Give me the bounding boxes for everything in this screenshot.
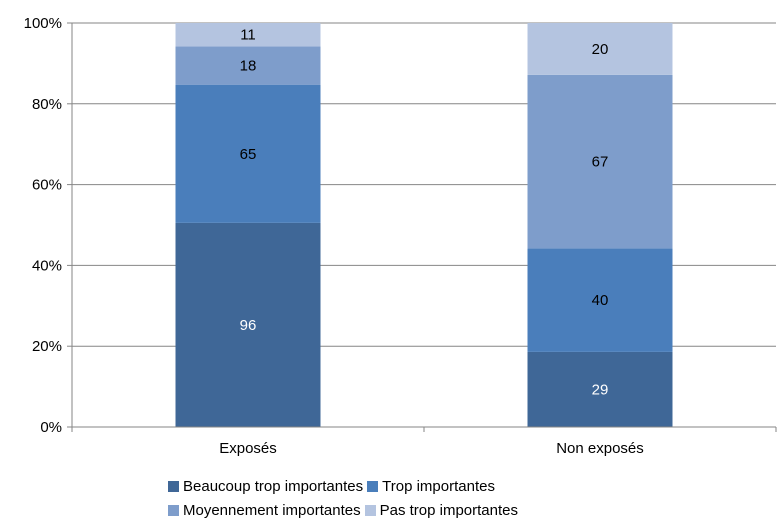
bar-segment	[175, 84, 321, 223]
legend-label: Trop importantes	[382, 477, 495, 495]
x-tick-label: Non exposés	[556, 440, 644, 457]
legend-label: Beaucoup trop importantes	[183, 477, 364, 495]
data-label: 29	[592, 381, 609, 398]
legend-swatch	[367, 480, 379, 492]
data-label: 96	[240, 317, 257, 334]
legend-row-1: Beaucoup trop importantes Trop important…	[168, 474, 608, 498]
y-tick-label: 60%	[32, 177, 62, 194]
bar-segment	[175, 222, 321, 427]
axes: 0% 20% 40% 60% 80% 100% Exposés Non exposés	[24, 15, 777, 457]
data-label: 18	[240, 58, 257, 75]
bar-segment	[527, 23, 673, 75]
data-label: 40	[592, 292, 609, 309]
legend-row-2: Moyennement importantes Pas trop importa…	[168, 498, 608, 522]
legend-swatch	[364, 504, 376, 516]
legend-label: Pas trop importantes	[379, 501, 518, 519]
legend: Beaucoup trop importantes Trop important…	[168, 474, 608, 522]
data-label: 20	[592, 41, 609, 58]
bar-segment	[527, 74, 673, 249]
legend-swatch	[168, 504, 179, 516]
bar-segment	[527, 351, 673, 427]
legend-item: Trop importantes	[367, 478, 495, 495]
stacked-bar-chart: 0% 20% 40% 60% 80% 100% Exposés Non exposés 96 6…	[24, 15, 777, 457]
legend-item: Pas trop importantes	[364, 501, 518, 519]
bar-segment	[175, 46, 321, 85]
legend-swatch	[168, 480, 179, 492]
y-tick-label: 100%	[24, 15, 62, 32]
legend-item: Moyennement importantes	[168, 502, 361, 519]
y-tick-label: 20%	[32, 338, 62, 355]
legend-label: Moyennement importantes	[183, 501, 361, 519]
data-label: 11	[240, 27, 256, 44]
y-tick-label: 40%	[32, 257, 62, 274]
y-tick-label: 80%	[32, 96, 62, 113]
bar-segment	[175, 23, 321, 47]
x-tick-label: Exposés	[219, 440, 277, 457]
data-labels: 96 65 18 11 29 40 67 20	[240, 27, 609, 399]
data-label: 67	[592, 154, 609, 171]
legend-item: Beaucoup trop importantes	[168, 478, 363, 495]
bars	[175, 23, 673, 427]
bar-segment	[527, 248, 673, 352]
y-tick-label: 0%	[40, 419, 62, 436]
data-label: 65	[240, 146, 257, 163]
